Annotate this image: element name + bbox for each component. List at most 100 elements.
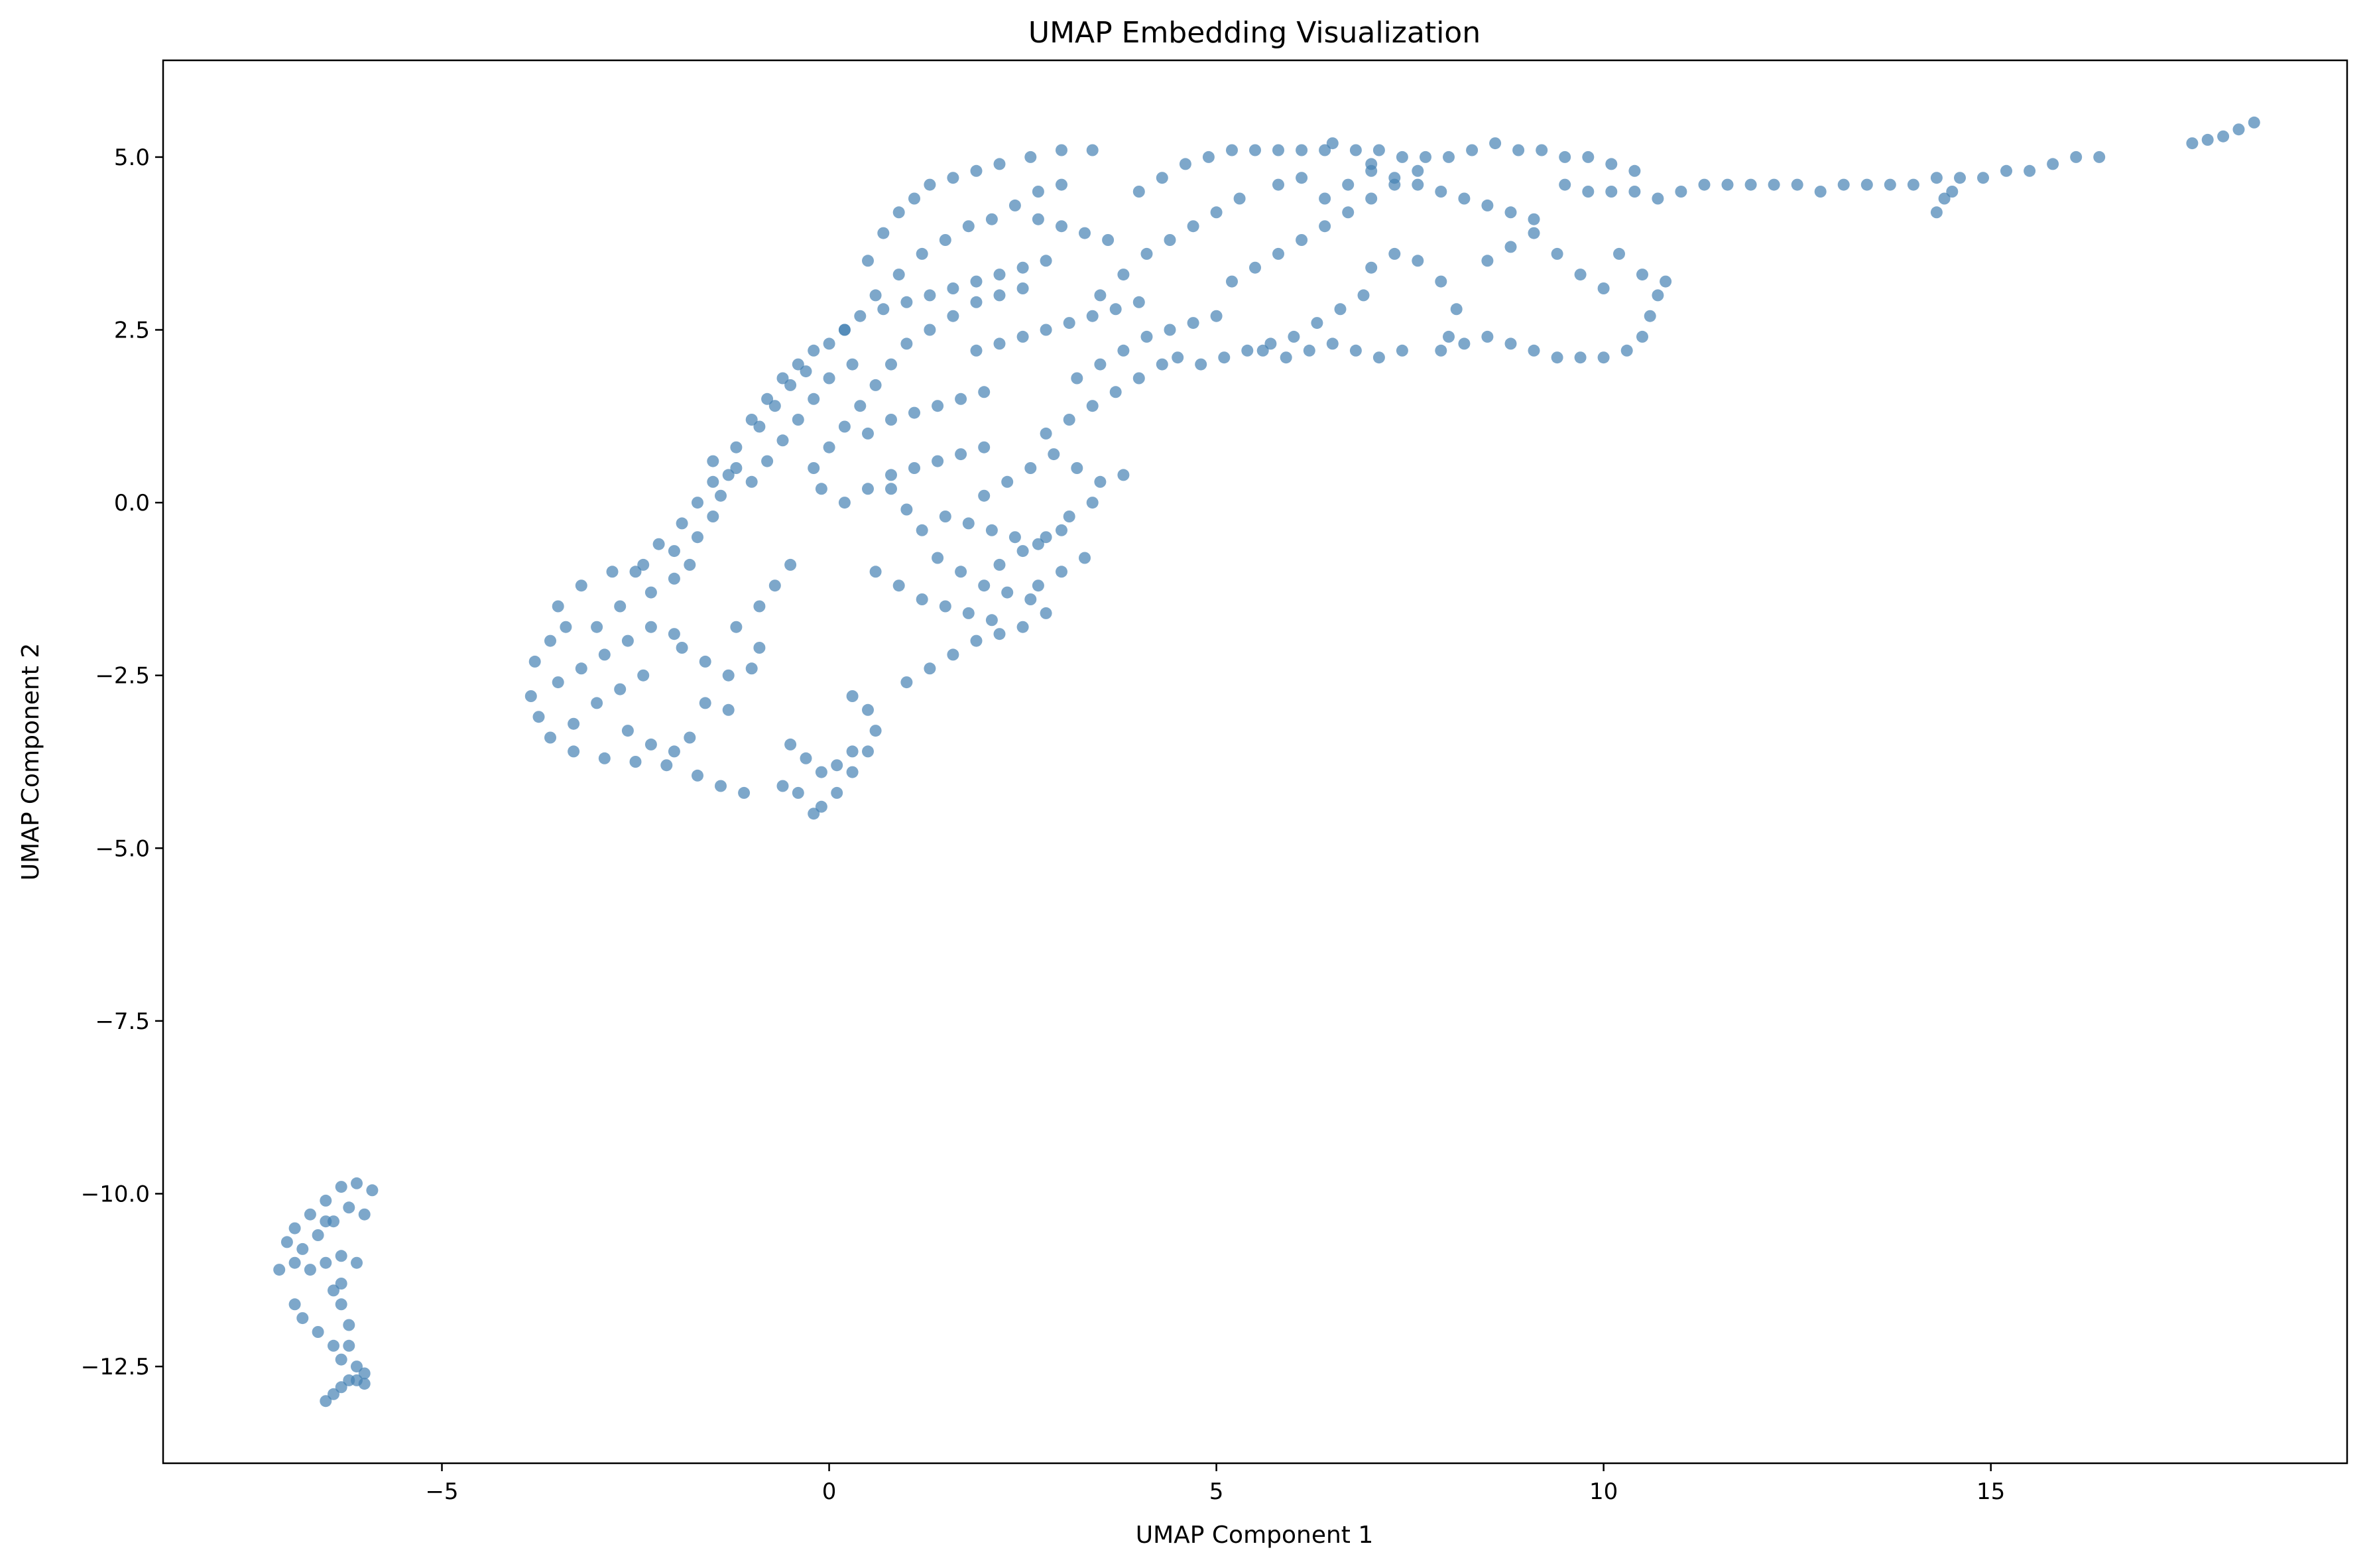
scatter-point (1412, 164, 1424, 177)
scatter-point (1443, 330, 1455, 343)
scatter-point (320, 1215, 332, 1228)
scatter-point (568, 717, 580, 730)
scatter-point (1040, 607, 1052, 619)
scatter-point (1938, 192, 1951, 205)
scatter-point (970, 634, 983, 647)
scatter-point (900, 503, 913, 516)
scatter-point (524, 690, 537, 702)
x-axis: −5 0 5 10 15 (425, 1463, 2005, 1505)
scatter-point (1256, 344, 1269, 357)
scatter-point (800, 752, 812, 764)
scatter-point (1396, 344, 1408, 357)
scatter-point (831, 786, 843, 799)
scatter-point (978, 386, 991, 398)
scatter-point (699, 697, 711, 709)
scatter-point (1056, 566, 1067, 578)
scatter-point (1551, 247, 1563, 260)
scatter-point (1396, 151, 1408, 163)
scatter-point (320, 1194, 332, 1207)
scatter-point (730, 621, 743, 633)
scatter-point (1272, 178, 1284, 191)
scatter-point (939, 511, 951, 522)
scatter-point (932, 400, 944, 412)
scatter-point (2186, 137, 2199, 150)
scatter-point (970, 275, 983, 288)
scatter-point (993, 337, 1006, 350)
scatter-point (351, 1360, 363, 1373)
scatter-point (1435, 344, 1447, 357)
points-layer (273, 116, 2260, 1408)
scatter-point (916, 524, 928, 536)
scatter-point (939, 234, 951, 246)
scatter-point (854, 310, 867, 322)
scatter-point (629, 566, 642, 578)
scatter-point (877, 303, 890, 316)
scatter-point (1218, 351, 1231, 364)
scatter-point (1977, 172, 1989, 184)
scatter-point (692, 497, 703, 509)
scatter-point (1319, 220, 1331, 233)
scatter-point (575, 662, 587, 675)
scatter-point (838, 420, 851, 433)
scatter-point (544, 731, 556, 744)
scatter-point (644, 738, 657, 751)
scatter-point (606, 566, 619, 578)
scatter-point (1079, 227, 1091, 239)
scatter-point (1644, 310, 1656, 322)
scatter-point (560, 621, 572, 633)
scatter-point (2217, 130, 2230, 143)
scatter-point (1930, 172, 1943, 184)
scatter-point (993, 289, 1006, 302)
scatter-point (1272, 144, 1284, 156)
scatter-point (1342, 206, 1355, 219)
scatter-point (1210, 206, 1223, 219)
scatter-point (1195, 358, 1207, 371)
scatter-point (768, 579, 781, 592)
scatter-point (1056, 524, 1067, 536)
scatter-point (761, 455, 774, 467)
scatter-point (320, 1256, 332, 1269)
scatter-point (1636, 330, 1648, 343)
scatter-point (862, 255, 874, 267)
scatter-point (869, 289, 882, 302)
scatter-point (885, 358, 897, 371)
scatter-point (692, 769, 703, 782)
scatter-point (978, 579, 991, 592)
scatter-point (1559, 151, 1571, 163)
y-tick-label: −5.0 (95, 835, 150, 862)
scatter-point (1342, 178, 1355, 191)
scatter-point (1202, 151, 1215, 163)
scatter-point (335, 1353, 347, 1366)
scatter-point (320, 1395, 332, 1408)
scatter-point (304, 1264, 316, 1276)
scatter-point (358, 1378, 371, 1390)
scatter-point (932, 455, 944, 467)
scatter-point (916, 593, 928, 605)
scatter-point (1334, 303, 1347, 316)
scatter-point (1288, 330, 1300, 343)
scatter-point (1016, 330, 1029, 343)
scatter-point (328, 1339, 339, 1352)
scatter-point (892, 579, 905, 592)
scatter-point (1675, 186, 1687, 198)
scatter-point (745, 662, 758, 675)
scatter-point (792, 358, 804, 371)
scatter-point (1528, 344, 1540, 357)
scatter-point (288, 1222, 301, 1235)
scatter-point (1504, 206, 1517, 219)
scatter-point (753, 600, 766, 613)
scatter-point (1528, 227, 1540, 239)
scatter-point (932, 552, 944, 564)
scatter-point (823, 441, 835, 453)
scatter-point (644, 621, 657, 633)
scatter-point (692, 531, 703, 544)
scatter-point (637, 558, 650, 571)
scatter-point (1187, 220, 1199, 233)
scatter-point (908, 406, 920, 419)
scatter-point (1156, 172, 1168, 184)
scatter-point (900, 296, 913, 308)
scatter-point (761, 392, 774, 405)
scatter-point (1102, 234, 1115, 246)
y-tick-label: −10.0 (81, 1181, 150, 1207)
scatter-point (552, 676, 564, 689)
